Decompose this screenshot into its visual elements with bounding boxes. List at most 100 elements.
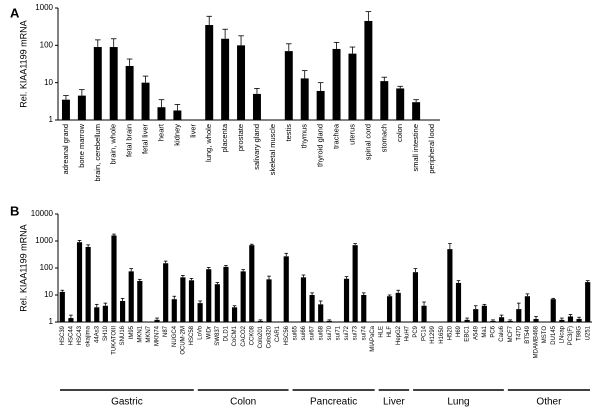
x-tick-label: HSC44 [68, 325, 74, 345]
group-label: Liver [383, 397, 405, 408]
x-tick-label: IM95 [129, 325, 135, 339]
error-bar [491, 319, 495, 321]
bar [180, 277, 186, 322]
bar [252, 93, 261, 120]
bar [94, 307, 100, 322]
x-tick-label: BT549 [525, 325, 531, 343]
bar [223, 266, 229, 322]
error-bar [396, 289, 401, 293]
error-bar [286, 43, 292, 52]
error-bar [198, 300, 202, 304]
error-bar [381, 76, 388, 82]
x-tick-label: H520 [447, 325, 453, 340]
x-tick-label: HSC58 [189, 325, 195, 345]
bar [76, 242, 83, 322]
x-tick-label: T47D [516, 325, 522, 340]
error-bar [238, 35, 244, 46]
error-bar [525, 293, 530, 297]
bar [567, 316, 574, 322]
bar [300, 78, 309, 120]
group-label: Colon [230, 397, 256, 408]
bar [326, 320, 332, 322]
panel-label: B [10, 203, 19, 218]
bar [396, 88, 405, 120]
x-tick-label: sui74 [361, 325, 367, 340]
bar [137, 281, 143, 322]
x-tick-label: heart [156, 123, 165, 141]
x-tick-label: Ma1 [482, 325, 488, 337]
bar [59, 291, 65, 322]
x-tick-label: CoCM1 [232, 325, 238, 346]
error-bar [63, 95, 69, 100]
bar [352, 245, 358, 322]
x-tick-label: bone marrow [77, 123, 86, 167]
x-tick-label: uterus [347, 124, 356, 145]
bar [109, 47, 118, 121]
error-bar [456, 280, 461, 283]
error-bar [361, 292, 366, 295]
x-tick-label: H1299 [430, 325, 436, 343]
x-tick-label: sui72 [344, 325, 350, 340]
bar [412, 272, 419, 322]
bar [283, 256, 289, 322]
x-tick-label: H69 [456, 325, 462, 337]
bar [197, 303, 203, 322]
x-tick-label: thyroid gland [316, 124, 325, 167]
error-bar [103, 302, 108, 306]
x-tick-label: brain, whole [109, 124, 118, 164]
error-bar [585, 280, 590, 283]
x-tick-label: DLD1 [224, 325, 230, 341]
bar [240, 271, 246, 322]
y-tick-label: 100 [40, 263, 54, 272]
x-tick-label: HepG2 [396, 325, 402, 345]
bar [266, 279, 272, 322]
bar [125, 65, 134, 120]
x-tick-label: fetal liver [141, 124, 150, 155]
error-bar [77, 240, 82, 243]
x-tick-label: trachea [332, 123, 341, 149]
x-tick-label: 44As3 [94, 325, 100, 343]
error-bar [206, 15, 212, 26]
error-bar [254, 88, 260, 94]
bar [284, 51, 293, 120]
x-tick-label: HSC56 [284, 325, 290, 345]
x-tick-label: SW837 [215, 325, 221, 345]
bar [120, 300, 126, 322]
bar [481, 305, 487, 322]
bar [343, 278, 350, 322]
x-tick-label: kidney [172, 124, 181, 146]
bar [237, 45, 246, 121]
x-tick-label: NUGC4 [172, 325, 178, 347]
error-bar [560, 317, 564, 320]
bar [332, 48, 341, 120]
error-bar [387, 294, 392, 297]
error-bar [206, 267, 211, 270]
error-bar [267, 275, 271, 280]
y-tick-label: 100 [40, 40, 54, 49]
x-tick-label: HLE [379, 326, 385, 338]
x-tick-label: OCUM-2M [180, 326, 186, 355]
bar [61, 99, 70, 120]
x-tick-label: CACO2 [241, 325, 247, 346]
bar [188, 280, 195, 322]
bar [447, 249, 453, 322]
bar [576, 318, 582, 322]
error-bar [327, 319, 332, 321]
x-tick-label: brain, cerebellum [93, 124, 102, 182]
bar [490, 320, 496, 322]
x-tick-label: stomach [379, 124, 388, 152]
x-tick-label: salivary gland [252, 124, 261, 170]
x-tick-label: sui68 [318, 325, 324, 340]
bar [173, 110, 182, 120]
bar [206, 269, 212, 322]
error-bar [215, 282, 220, 285]
error-bar [110, 38, 117, 48]
bar [412, 102, 421, 120]
x-tick-label: peripheral lood [427, 124, 436, 174]
x-tick-label: PC9 [413, 325, 419, 337]
x-tick-label: T98G [577, 326, 583, 341]
bar [171, 299, 177, 322]
y-tick-label: 10000 [31, 209, 54, 218]
bar [85, 246, 91, 322]
